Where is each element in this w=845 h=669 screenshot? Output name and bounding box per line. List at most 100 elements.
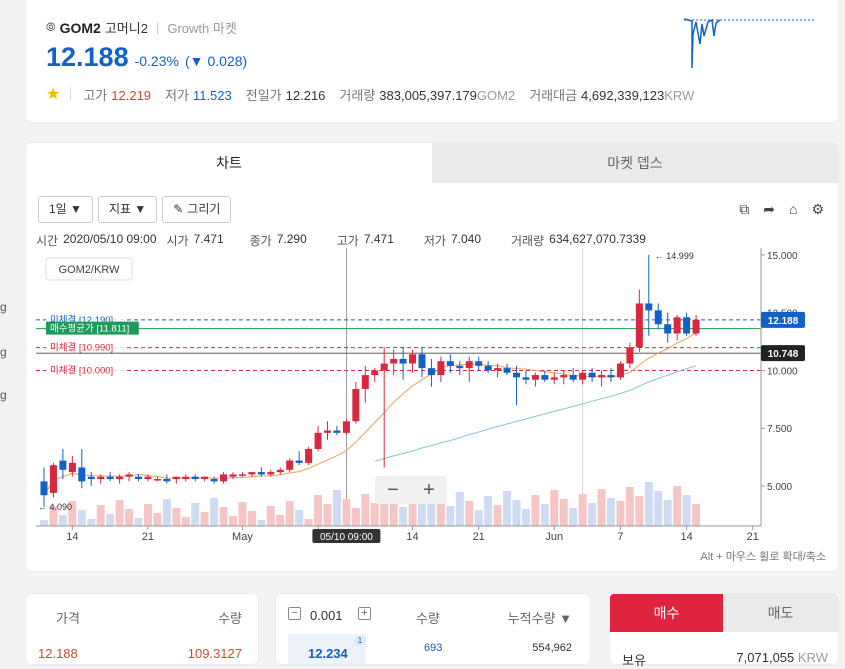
depth-card: − 0.001 + 수량 누적수량 ▼ 1 12.234 693 554,962 (276, 594, 590, 664)
edge-fragment: g (0, 388, 7, 402)
candle-body (409, 354, 417, 364)
change-absolute: 0.028) (207, 53, 248, 69)
volume-bar (493, 505, 502, 526)
zoom-in-button[interactable]: + (423, 479, 435, 501)
x-tick-label: 14 (406, 531, 418, 543)
x-tick-label: 21 (473, 531, 485, 543)
interval-dropdown[interactable]: 1일 ▼ (38, 196, 93, 223)
volume-bar (607, 498, 615, 526)
chart-panel: 차트 마켓 뎁스 1일 ▼ 지표 ▼ ✎ 그리기 ⧉ ➦ ⌂ ⚙ 시간 2020… (26, 143, 838, 571)
volume-bar (351, 508, 360, 526)
tag-icon[interactable]: ⌂ (788, 201, 798, 217)
sell-tab[interactable]: 매도 (723, 594, 838, 632)
volume-bar (210, 498, 219, 526)
depth-cum-header[interactable]: 누적수량 ▼ (507, 611, 572, 626)
decrease-unit-button[interactable]: − (288, 607, 301, 620)
crosshair-date-label: 05/10 09:00 (320, 532, 373, 543)
volume-bar (87, 519, 96, 526)
low-value: 7.040 (450, 232, 482, 246)
volume-bar (540, 504, 549, 526)
candle-body (503, 368, 511, 373)
volume-bar (692, 504, 701, 526)
draw-button[interactable]: ✎ 그리기 (162, 196, 232, 223)
volume-bar (503, 491, 512, 526)
candle-body (295, 460, 303, 463)
amount-value: 4,692,339,123 (581, 87, 665, 103)
zoom-hint: Alt + 마우스 휠로 확대/축소 (700, 551, 826, 563)
market-label: Growth 마켓 (167, 21, 237, 36)
low-value: 11.523 (192, 87, 232, 103)
gear-icon[interactable]: ⚙ (811, 201, 824, 217)
candlestick-chart[interactable]: 미체결 [12.190]매수평균가 [11.811] 미체결 [10.990] 미체… (36, 248, 831, 548)
volume-bar (58, 515, 67, 526)
candle-body (352, 388, 360, 422)
volume-bar (266, 506, 275, 526)
indicator-dropdown[interactable]: 지표 ▼ (97, 196, 158, 223)
max-price-label: ← 14.999 (655, 251, 694, 261)
volume-bar (484, 496, 493, 526)
volume-bar (578, 494, 587, 526)
orderbook-qty-header: 수량 (218, 611, 242, 626)
candle-body (494, 368, 502, 371)
candle-body (276, 469, 284, 473)
candle-body (427, 368, 435, 376)
volume-label: 거래량 (339, 87, 376, 103)
tab-chart[interactable]: 차트 (26, 143, 432, 183)
change-absolute-prefix: (▼ (184, 53, 204, 69)
x-tick-label: 21 (142, 531, 154, 543)
volume-bar (247, 511, 256, 526)
candle-body (40, 481, 48, 496)
candle-body (59, 460, 67, 470)
volume-bar (285, 501, 294, 526)
chart-toolbar: 1일 ▼ 지표 ▼ ✎ 그리기 (38, 196, 232, 223)
buy-tab[interactable]: 매수 (610, 594, 723, 632)
low-label: 저가 (165, 87, 189, 103)
depth-price[interactable]: 12.234 (308, 646, 348, 661)
volume-unit: GOM2 (476, 87, 516, 103)
order-line-tag (46, 363, 127, 377)
pencil-icon: ✎ (173, 202, 184, 216)
zoom-out-button[interactable]: − (387, 479, 399, 501)
volume-bar (143, 504, 152, 526)
volume-bar (181, 517, 190, 526)
candle-body (399, 358, 407, 364)
candle-body (116, 476, 124, 480)
volume-value: 383,005,397.179 (379, 87, 477, 103)
favorite-star-icon[interactable]: ★ (46, 86, 61, 103)
candle-body (201, 476, 209, 480)
y-tick-label: 15.000 (767, 251, 798, 262)
coin-summary-card: ⦾ GOM2 고머니2 | Growth 마켓 12.188 -0.23% (▼… (26, 0, 838, 122)
high-value: 12.219 (111, 87, 152, 103)
volume-bar (465, 501, 474, 526)
candle-body (484, 365, 492, 371)
chart-tabs: 차트 마켓 뎁스 (26, 143, 838, 183)
volume-bar (559, 499, 568, 526)
close-label: 종가 (249, 234, 272, 248)
volume-bar (323, 504, 332, 526)
candle-body (182, 476, 190, 480)
y-tick-label: 10.000 (767, 366, 798, 377)
volume-bar (40, 520, 48, 526)
volume-value: 634,627,070.7339 (549, 232, 646, 246)
volume-bar (512, 500, 521, 526)
price-tag-label: 10.748 (768, 349, 799, 360)
depth-badge: 1 (354, 636, 366, 646)
tab-market-depth[interactable]: 마켓 뎁스 (432, 143, 838, 183)
candle-body (371, 370, 379, 376)
moving-average-line (43, 332, 697, 496)
increase-unit-button[interactable]: + (358, 607, 371, 620)
volume-bar (370, 503, 379, 526)
candle-body (446, 361, 454, 366)
candle-body (172, 476, 180, 480)
moving-average-line (374, 365, 697, 462)
share-icon[interactable]: ➦ (763, 201, 775, 217)
popout-icon[interactable]: ⧉ (739, 201, 750, 217)
candle-body (305, 449, 313, 463)
orderbook-price[interactable]: 12.188 (38, 646, 78, 661)
ohlc-readout: 시간 2020/05/10 09:00 시가 7.471 종가 7.290 고가… (36, 232, 651, 249)
order-card: 매수 매도 보유 7,071,055 KRW (610, 594, 838, 668)
candle-body (87, 476, 95, 480)
candle-body (418, 354, 426, 369)
time-label: 시간 (36, 234, 59, 248)
volume-bar (654, 491, 663, 526)
